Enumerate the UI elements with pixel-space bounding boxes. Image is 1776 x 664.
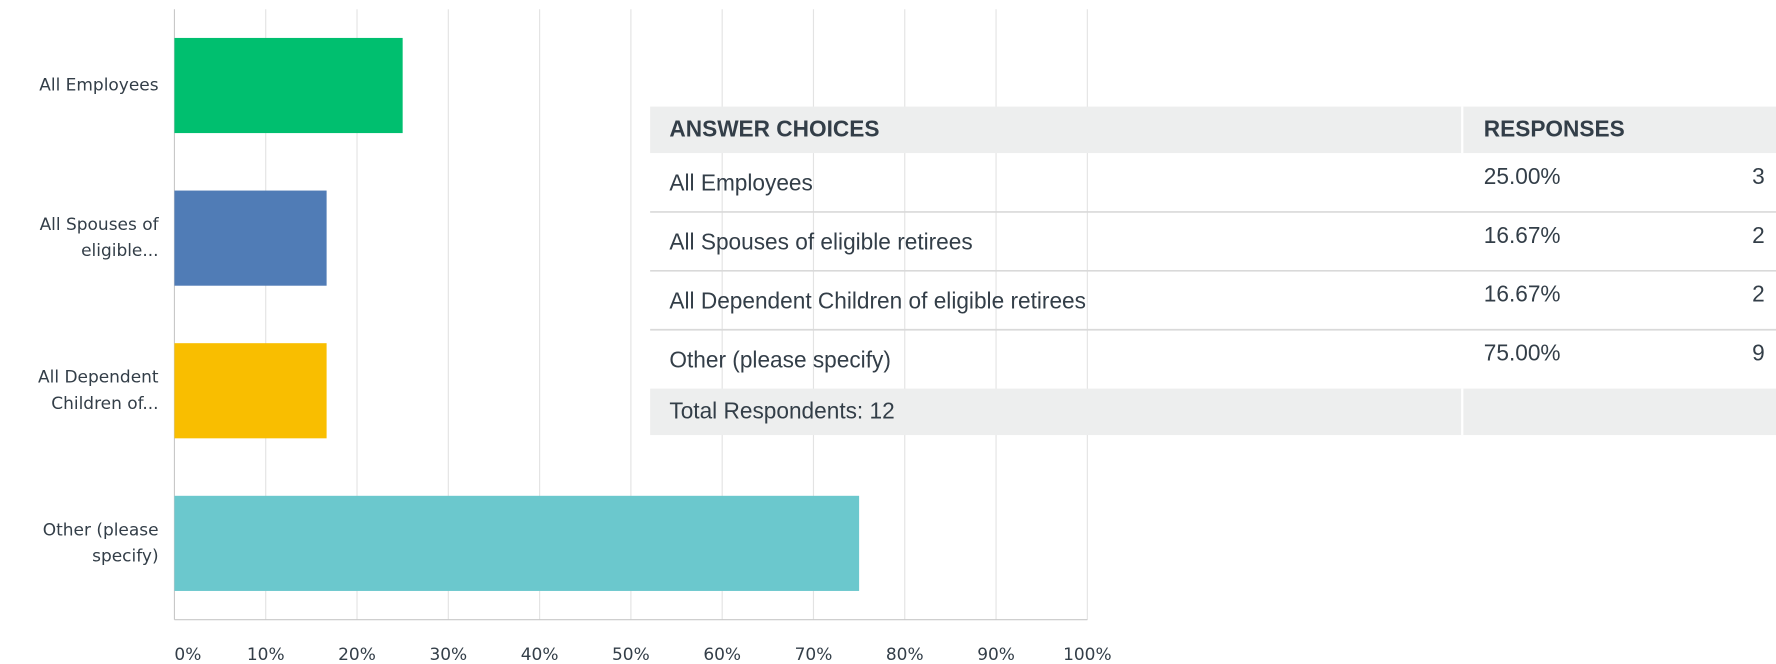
y-tick-label: All Dependent <box>38 368 159 388</box>
answer-choice: All Spouses of eligible retirees <box>669 229 972 255</box>
x-tick-label: 80% <box>886 645 924 664</box>
table-footer-bg <box>650 388 1776 436</box>
response-percent: 75.00% <box>1484 340 1561 366</box>
x-tick-label: 30% <box>429 645 467 664</box>
answer-choice: Other (please specify) <box>669 346 890 372</box>
response-percent: 16.67% <box>1484 222 1561 248</box>
y-tick-label: specify) <box>92 546 158 566</box>
y-tick-label: Children of... <box>51 394 158 414</box>
x-tick-label: 0% <box>174 645 201 664</box>
header-cell: RESPONSES <box>1484 115 1625 141</box>
total-respondents: Total Respondents: 12 <box>669 397 894 423</box>
response-count: 2 <box>1752 281 1765 307</box>
x-tick-label: 70% <box>795 645 833 664</box>
y-tick-label: All Spouses of <box>40 215 160 235</box>
bar <box>174 37 403 134</box>
y-tick-label: eligible... <box>81 241 158 261</box>
x-tick-label: 90% <box>977 645 1015 664</box>
bar <box>174 190 327 286</box>
header-cell: ANSWER CHOICES <box>669 115 879 141</box>
x-tick-label: 40% <box>521 645 559 664</box>
x-tick-label: 60% <box>703 645 741 664</box>
answer-choice: All Employees <box>669 170 812 196</box>
x-tick-label: 50% <box>612 645 650 664</box>
y-tick-label: Other (please <box>43 520 159 540</box>
x-tick-label: 10% <box>247 645 285 664</box>
x-tick-label: 100% <box>1063 645 1112 664</box>
answer-choice: All Dependent Children of eligible retir… <box>669 288 1086 314</box>
response-percent: 16.67% <box>1484 281 1561 307</box>
table-header-bg <box>650 106 1776 154</box>
response-count: 9 <box>1752 340 1765 366</box>
response-count: 3 <box>1752 163 1765 189</box>
bar <box>174 495 860 591</box>
y-tick-label: All Employees <box>39 76 158 96</box>
response-percent: 25.00% <box>1484 163 1561 189</box>
response-count: 2 <box>1752 222 1765 248</box>
x-tick-label: 20% <box>338 645 376 664</box>
bar <box>174 343 327 439</box>
